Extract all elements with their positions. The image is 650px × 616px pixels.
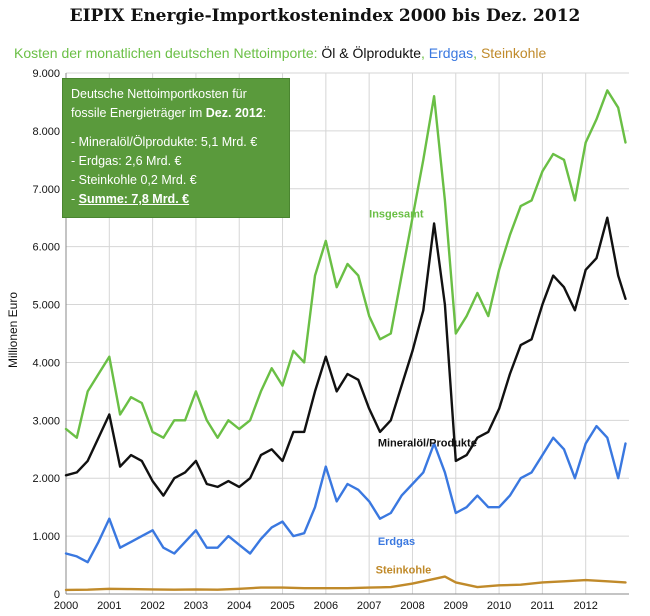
x-tick-label: 2011 [531, 600, 555, 612]
chart-series [64, 89, 627, 592]
info-box: Deutsche Nettoimportkosten für fossile E… [62, 78, 290, 218]
subtitle-coal: Steinkohle [480, 45, 547, 61]
x-tick-label: 2010 [487, 600, 511, 612]
page-title: EIPIX Energie-Importkostenindex 2000 bis… [69, 6, 581, 26]
x-tick-label: 2009 [444, 600, 468, 612]
x-tick-label: 2002 [140, 600, 164, 612]
info-line-2-suffix: : [262, 106, 267, 120]
series-label-mineral-l-produkte: Mineralöl/Produkte [378, 437, 477, 449]
x-tick-label: 2004 [227, 600, 251, 612]
info-item-total: - Summe: 7,8 Mrd. € [71, 190, 281, 209]
x-tick-label: 2001 [97, 600, 121, 612]
x-tick-label: 2005 [270, 600, 294, 612]
x-tick-label: 2012 [573, 600, 597, 612]
y-tick-label: 5.000 [32, 300, 60, 312]
series-line-steinkohle [64, 575, 627, 592]
info-line-2-prefix: fossile Energieträger im [71, 106, 206, 120]
y-axis-label: Millionen Euro [6, 292, 20, 368]
y-tick-label: 8.000 [32, 126, 60, 138]
series-line-mineral-l-produkte [64, 216, 627, 497]
subtitle-sep-1: , [421, 45, 429, 61]
info-total-value: Summe: 7,8 Mrd. € [78, 192, 190, 206]
y-tick-label: 1.000 [32, 531, 60, 543]
info-item-gas: - Erdgas: 2,6 Mrd. € [71, 154, 182, 168]
y-tick-label: 6.000 [32, 242, 60, 254]
chart-annotations: Insgesamt Mineralöl/Produkte Erdgas Steinko… [369, 209, 477, 577]
info-line-1: Deutsche Nettoimportkosten für [71, 87, 247, 101]
x-tick-label: 2003 [184, 600, 208, 612]
chart-grid [65, 72, 629, 595]
info-item-oil: - Mineralöl/Ölprodukte: 5,1 Mrd. € [71, 135, 258, 149]
x-tick-label: 2006 [314, 600, 338, 612]
subtitle-gas: Erdgas [428, 45, 474, 61]
y-tick-label: 0 [54, 589, 60, 601]
subtitle-prefix: Kosten der monatlichen deutschen Nettoim… [14, 45, 322, 61]
y-tick-label: 3.000 [32, 415, 60, 427]
series-line-erdgas [64, 424, 627, 564]
x-tick-label: 2008 [400, 600, 424, 612]
series-label-steinkohle: Steinkohle [376, 565, 432, 577]
y-tick-label: 7.000 [32, 184, 60, 196]
y-tick-label: 4.000 [32, 357, 60, 369]
x-tick-label: 2007 [357, 600, 381, 612]
info-item-total-prefix: - [71, 192, 79, 206]
x-tick-label: 2000 [54, 600, 78, 612]
info-item-coal: - Steinkohle 0,2 Mrd. € [71, 173, 197, 187]
info-line-2: fossile Energieträger im Dez. 2012: [71, 104, 281, 123]
y-tick-label: 2.000 [32, 473, 60, 485]
series-label-erdgas: Erdgas [378, 536, 415, 548]
subtitle-oil: Öl & Ölprodukte [321, 45, 422, 61]
y-tick-label: 9.000 [32, 68, 60, 80]
info-line-2-date: Dez. 2012 [205, 106, 263, 120]
series-label-insgesamt: Insgesamt [369, 209, 424, 221]
subtitle-sep-2: , [473, 45, 481, 61]
chart-subtitle: Kosten der monatlichen deutschen Nettoim… [14, 45, 650, 61]
